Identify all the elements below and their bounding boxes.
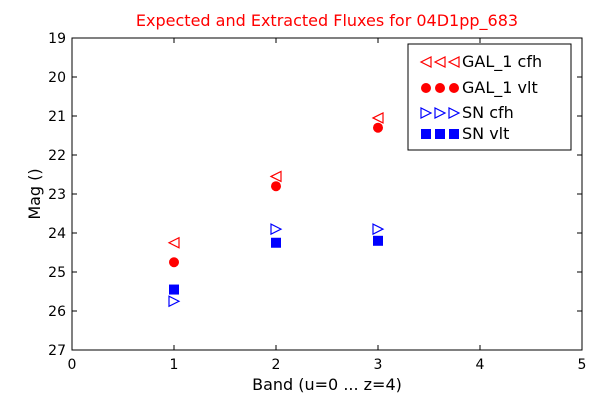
point-gal-1-cfh <box>269 170 282 183</box>
legend-marker-gal-1-cfh <box>419 56 432 68</box>
legend-marker-gal-1-vlt <box>449 83 459 93</box>
y-tick-label: 24 <box>48 226 66 242</box>
legend-marker-sn-cfh <box>448 107 461 119</box>
chart-title: Expected and Extracted Fluxes for 04D1pp… <box>136 11 518 31</box>
x-tick-label: 1 <box>170 357 179 373</box>
legend-marker-sn-vlt <box>435 129 445 139</box>
legend-marker-sn-cfh <box>434 107 447 119</box>
legend-marker-gal-1-cfh <box>447 56 460 68</box>
point-sn-cfh <box>168 295 181 308</box>
y-tick-label: 23 <box>48 187 66 203</box>
legend-marker-sn-vlt <box>421 129 431 139</box>
x-tick-label: 0 <box>68 357 77 373</box>
legend-marker-sn-cfh <box>420 107 433 119</box>
point-gal-1-vlt <box>169 257 179 268</box>
y-axis-title: Mag () <box>25 168 44 219</box>
legend-marker-gal-1-vlt <box>435 83 445 93</box>
x-tick-label: 4 <box>476 357 485 373</box>
axis-ticks <box>71 37 583 351</box>
point-gal-1-vlt <box>373 122 383 133</box>
point-gal-1-cfh <box>371 111 384 124</box>
x-axis-title: Band (u=0 ... z=4) <box>252 375 402 394</box>
point-gal-1-cfh <box>167 236 180 249</box>
y-tick-label: 26 <box>48 304 66 320</box>
data-points <box>167 111 385 308</box>
x-tick-label: 5 <box>578 357 587 373</box>
point-sn-vlt <box>373 235 383 246</box>
legend-markers <box>419 56 461 139</box>
legend-marker-gal-1-vlt <box>421 83 431 93</box>
legend-marker-gal-1-cfh <box>433 56 446 68</box>
y-tick-label: 21 <box>48 109 66 125</box>
x-tick-label: 2 <box>272 357 281 373</box>
x-tick-label: 3 <box>374 357 383 373</box>
legend-label-sn-vlt: SN vlt <box>462 124 509 143</box>
y-tick-label: 20 <box>48 70 66 86</box>
y-tick-label: 19 <box>48 31 66 47</box>
y-tick-label: 25 <box>48 265 66 281</box>
point-sn-vlt <box>271 237 281 248</box>
x-tick-labels: 0 1 2 3 4 5 <box>68 357 587 373</box>
point-sn-cfh <box>372 223 385 236</box>
legend-label-gal1-cfh: GAL_1 cfh <box>462 52 542 72</box>
legend-label-gal1-vlt: GAL_1 vlt <box>462 78 538 98</box>
y-tick-label: 27 <box>48 343 66 359</box>
y-tick-labels: 19 20 21 22 23 24 25 26 27 <box>48 31 66 359</box>
legend-marker-sn-vlt <box>449 129 459 139</box>
point-sn-cfh <box>270 223 283 236</box>
point-sn-vlt <box>169 284 179 295</box>
legend-label-sn-cfh: SN cfh <box>462 103 514 122</box>
legend: GAL_1 cfh GAL_1 vlt SN cfh SN vlt <box>407 43 572 151</box>
point-gal-1-vlt <box>271 181 281 192</box>
y-tick-label: 22 <box>48 148 66 164</box>
